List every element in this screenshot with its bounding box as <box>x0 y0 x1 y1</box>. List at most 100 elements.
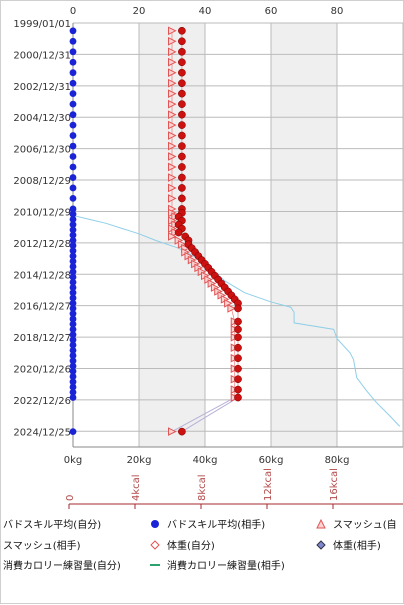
opponent-skill-dot <box>69 263 77 270</box>
opponent-skill-dot <box>69 346 77 354</box>
opponent-skill-dot <box>69 231 77 239</box>
opponent-skill-dot <box>69 236 77 244</box>
y-tick-label: 2024/12/25 <box>13 427 71 438</box>
top-tick-label: 20 <box>133 6 146 17</box>
opponent-skill-dot <box>69 305 77 312</box>
opponent-skill-dot <box>69 299 77 307</box>
self-skill-dot <box>234 354 242 363</box>
weight-tick-label: 80kg <box>325 455 350 466</box>
smash-self-marker <box>168 194 177 203</box>
self-skill-dot <box>178 131 186 140</box>
top-tick-label: 0 <box>70 6 76 17</box>
opponent-skill-dot <box>69 226 77 234</box>
opponent-skill-dot <box>69 27 77 35</box>
y-tick-label: 2000/12/31 <box>13 50 71 61</box>
opponent-skill-dot <box>69 195 77 202</box>
y-tick-label: 2018/12/27 <box>13 333 71 344</box>
self-skill-dot <box>178 121 186 129</box>
self-skill-dot <box>178 163 186 171</box>
legend-marker <box>150 540 160 550</box>
opponent-skill-dot <box>69 378 77 386</box>
opponent-skill-dot <box>69 205 77 213</box>
legend-label: 消費カロリー練習量(相手) <box>167 559 285 572</box>
opponent-skill-dot <box>69 357 77 365</box>
top-tick-label: 60 <box>265 6 278 17</box>
y-tick-label: 2016/12/27 <box>13 302 71 313</box>
y-tick-label: 2008/12/29 <box>13 176 71 187</box>
weight-tick-label: 40kg <box>193 455 218 466</box>
legend-label: 消費カロリー練習量(自分) <box>3 559 121 572</box>
smash-self-marker <box>168 183 177 193</box>
weight-self-line <box>72 214 401 427</box>
legend-label: 体重(相手) <box>333 539 381 552</box>
opponent-skill-dot <box>69 215 77 223</box>
smash-self-marker <box>168 78 177 88</box>
legend-marker <box>316 518 326 529</box>
y-tick-label: 2012/12/28 <box>13 239 71 250</box>
self-skill-dot <box>234 325 242 334</box>
legend-label: スマッシュ(自 <box>333 518 397 531</box>
opponent-skill-dot <box>69 100 77 108</box>
smash-self-marker <box>168 68 177 78</box>
calorie-tick-label: 12kcal <box>263 468 274 501</box>
self-skill-dot <box>178 152 186 161</box>
opponent-skill-dot <box>69 163 77 171</box>
smash-self-marker <box>168 173 177 182</box>
opponent-skill-dot <box>69 394 77 401</box>
opponent-skill-dot <box>69 383 77 391</box>
top-tick-label: 40 <box>199 6 212 17</box>
opponent-skill-dot <box>69 184 77 192</box>
y-tick-label: 1999/01/01 <box>13 19 71 30</box>
y-tick-label: 2022/12/26 <box>13 396 71 407</box>
self-skill-dot <box>178 89 186 98</box>
legend-label: バドスキル平均(自分) <box>3 518 101 531</box>
opponent-skill-dot <box>69 257 77 265</box>
smash-self-marker <box>168 99 177 109</box>
calorie-tick-label: 16kcal <box>329 468 340 501</box>
opponent-skill-dot <box>69 79 77 87</box>
opponent-skill-dot <box>69 69 77 77</box>
opponent-skill-dot <box>69 278 77 286</box>
smash-self-marker <box>168 26 177 36</box>
legend-label: スマッシュ(相手) <box>3 539 81 552</box>
self-skill-dot <box>178 37 186 46</box>
calorie-tick-label: 0 <box>65 495 76 501</box>
self-skill-dot <box>234 343 242 352</box>
opponent-skill-dot <box>69 132 77 139</box>
self-skill-dot <box>234 317 242 326</box>
opponent-skill-dot <box>69 273 77 281</box>
smash-self-marker <box>168 141 177 151</box>
opponent-skill-dot <box>69 341 77 349</box>
self-skill-dot <box>234 393 242 402</box>
opponent-skill-dot <box>69 367 77 375</box>
self-skill-dot <box>174 228 183 237</box>
connector-line <box>171 397 235 433</box>
connector-line <box>181 397 239 433</box>
opponent-skill-dot <box>69 289 77 297</box>
opponent-skill-dot <box>69 388 77 396</box>
smash-self-marker <box>168 57 177 67</box>
smash-self-marker <box>168 120 177 130</box>
self-skill-dot <box>178 58 186 67</box>
self-skill-dot <box>234 364 242 373</box>
self-skill-dot <box>234 333 242 342</box>
self-skill-dot <box>178 184 186 192</box>
self-skill-dot <box>178 173 186 182</box>
weight-tick-label: 60kg <box>259 455 284 466</box>
opponent-skill-dot <box>69 58 77 66</box>
opponent-skill-dot <box>69 428 77 435</box>
self-skill-dot <box>178 110 186 119</box>
legend-label: 体重(自分) <box>167 539 215 552</box>
opponent-skill-dot <box>69 210 77 218</box>
top-tick-label: 80 <box>331 6 344 17</box>
opponent-skill-dot <box>69 336 77 344</box>
opponent-skill-dot <box>69 310 77 318</box>
legend-marker <box>316 540 326 550</box>
grid-band <box>271 23 337 447</box>
opponent-skill-dot <box>69 331 77 339</box>
opponent-skill-dot <box>69 142 77 150</box>
y-tick-label: 2006/12/30 <box>13 145 71 156</box>
self-skill-dot <box>178 142 186 150</box>
